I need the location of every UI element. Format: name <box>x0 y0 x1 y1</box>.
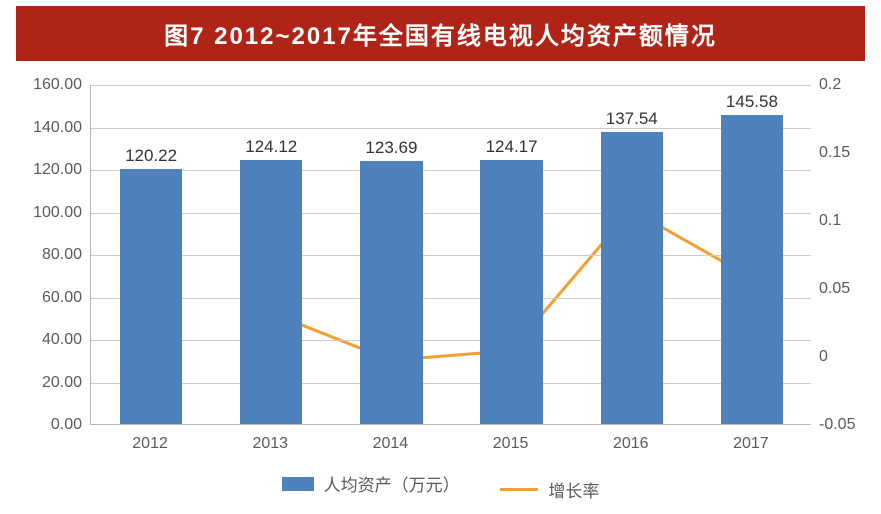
chart-container: 图7 2012~2017年全国有线电视人均资产额情况 120.22124.121… <box>0 0 881 514</box>
gridline <box>91 170 811 171</box>
legend-bar-swatch <box>282 477 314 491</box>
y-right-tick: -0.05 <box>819 416 871 434</box>
y-left-tick: 80.00 <box>10 246 82 264</box>
x-tick: 2014 <box>373 435 409 453</box>
legend-line: 增长率 <box>500 477 599 502</box>
bar <box>120 169 182 424</box>
legend-bar-label: 人均资产（万元） <box>324 471 460 496</box>
gridline <box>91 128 811 129</box>
chart-title: 图7 2012~2017年全国有线电视人均资产额情况 <box>16 6 865 61</box>
y-left-tick: 0.00 <box>10 416 82 434</box>
x-tick: 2016 <box>613 435 649 453</box>
bar <box>601 132 663 424</box>
gridline <box>91 213 811 214</box>
bar <box>240 160 302 424</box>
gridline <box>91 383 811 384</box>
y-left-tick: 60.00 <box>10 289 82 307</box>
legend-bar: 人均资产（万元） <box>282 471 460 496</box>
plot-area: 120.22 124.12 123.69 124.17 137.54 145.58 <box>90 85 811 425</box>
y-left-tick: 140.00 <box>10 119 82 137</box>
bar-value-label: 124.12 <box>245 137 297 157</box>
gridline <box>91 340 811 341</box>
y-left-tick: 160.00 <box>10 76 82 94</box>
y-left-tick: 40.00 <box>10 331 82 349</box>
bar-value-label: 137.54 <box>606 109 658 129</box>
y-left-tick: 20.00 <box>10 374 82 392</box>
y-right-tick: 0.2 <box>819 76 871 94</box>
legend: 人均资产（万元） 增长率 <box>10 471 871 502</box>
x-tick: 2015 <box>493 435 529 453</box>
y-right-tick: 0.05 <box>819 280 871 298</box>
gridline <box>91 85 811 86</box>
y-right-tick: 0.15 <box>819 144 871 162</box>
chart-area: 120.22 124.12 123.69 124.17 137.54 145.58 0.0… <box>10 75 871 465</box>
gridline <box>91 298 811 299</box>
x-tick: 2012 <box>132 435 168 453</box>
x-tick: 2017 <box>733 435 769 453</box>
legend-line-swatch <box>500 488 538 491</box>
bar-value-label: 145.58 <box>726 92 778 112</box>
y-right-tick: 0.1 <box>819 212 871 230</box>
bar-value-label: 124.17 <box>486 137 538 157</box>
bar-value-label: 123.69 <box>365 138 417 158</box>
y-left-tick: 120.00 <box>10 161 82 179</box>
y-left-tick: 100.00 <box>10 204 82 222</box>
bar <box>480 160 542 424</box>
legend-line-label: 增长率 <box>548 477 599 502</box>
bar <box>721 115 783 424</box>
bar-value-label: 120.22 <box>125 146 177 166</box>
gridline <box>91 255 811 256</box>
x-tick: 2013 <box>252 435 288 453</box>
bar <box>360 161 422 424</box>
y-right-tick: 0 <box>819 348 871 366</box>
